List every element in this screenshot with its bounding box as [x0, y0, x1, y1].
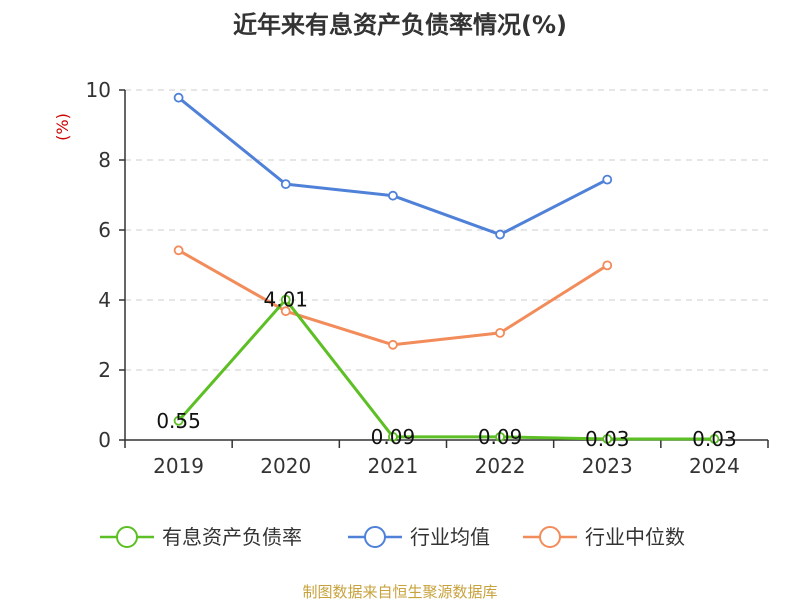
y-axis-label: (%)	[53, 113, 72, 141]
series-1-point-2021	[388, 190, 398, 201]
y-tick-label-2: 2	[98, 358, 111, 382]
y-tick-label-10: 10	[86, 78, 111, 102]
series-0-point-2023	[602, 434, 613, 444]
legend-marker-0	[116, 526, 138, 548]
x-tick-label-2020: 2020	[260, 454, 311, 478]
x-tick-label-2024: 2024	[689, 454, 740, 478]
axes: 0 2 4 6 8 10 2019 2020 2021 2022 2023 2024	[86, 78, 769, 478]
series-0-point-2024	[709, 434, 720, 444]
series-0-data-label-2023: 0.03	[585, 427, 630, 451]
series-1-point-2022	[495, 229, 505, 240]
series-0-data-label-2024: 0.03	[692, 427, 737, 451]
legend-item-0: 有息资产负债率	[100, 525, 302, 549]
series-0-point-2020	[280, 294, 291, 305]
legend-marker-1	[364, 526, 386, 548]
legend-item-2: 行业中位数	[523, 525, 685, 549]
source-note: 制图数据来自恒生聚源数据库	[302, 583, 497, 600]
x-tick-label-2021: 2021	[367, 454, 418, 478]
series-1-line	[177, 96, 608, 237]
legend-label-0: 有息资产负债率	[162, 525, 302, 549]
series-0-line	[177, 298, 715, 441]
series-0-data-label-2022: 0.09	[478, 425, 523, 449]
series-0-data-label-2021: 0.09	[371, 425, 416, 449]
series-0-point-2021	[388, 431, 398, 442]
series-1-point-2020	[280, 179, 291, 190]
y-tick-label-6: 6	[98, 218, 111, 242]
series-1-point-2023	[602, 174, 613, 185]
legend-marker-2	[539, 526, 561, 548]
series-2-point-2023	[602, 260, 613, 271]
series-2-point-2020	[280, 306, 291, 317]
series-0-point-2019	[173, 415, 184, 426]
x-tick-label-2019: 2019	[153, 454, 204, 478]
y-tick-label-8: 8	[98, 148, 111, 172]
series-0-point-2022	[495, 431, 505, 442]
series-2-group	[173, 245, 613, 350]
series-0-data-label-2019: 0.55	[156, 409, 201, 433]
legend-item-1: 行业均值	[348, 525, 490, 549]
series-1-group	[173, 92, 613, 240]
series-1-point-2019	[173, 92, 184, 103]
y-tick-label-0: 0	[98, 428, 111, 452]
series-0-data-label-2020: 4.01	[263, 288, 308, 312]
series-2-line	[177, 248, 609, 347]
x-tick-label-2023: 2023	[582, 454, 633, 478]
y-tick-label-4: 4	[98, 288, 111, 312]
series-0-group	[173, 294, 720, 444]
series-2-point-2019	[173, 245, 184, 256]
series-2-point-2022	[495, 327, 505, 338]
chart-title: 近年来有息资产负债率情况(%)	[233, 11, 567, 39]
x-tick-label-2022: 2022	[475, 454, 526, 478]
legend-label-1: 行业均值	[410, 525, 490, 549]
gridlines	[125, 89, 768, 371]
series-2-point-2021	[388, 339, 398, 350]
legend: 有息资产负债率 行业均值 行业中位数	[100, 525, 685, 549]
series-layer	[173, 92, 720, 444]
legend-label-2: 行业中位数	[585, 525, 685, 549]
data-labels: 0.55 4.01 0.09 0.09 0.03 0.03	[156, 288, 736, 451]
